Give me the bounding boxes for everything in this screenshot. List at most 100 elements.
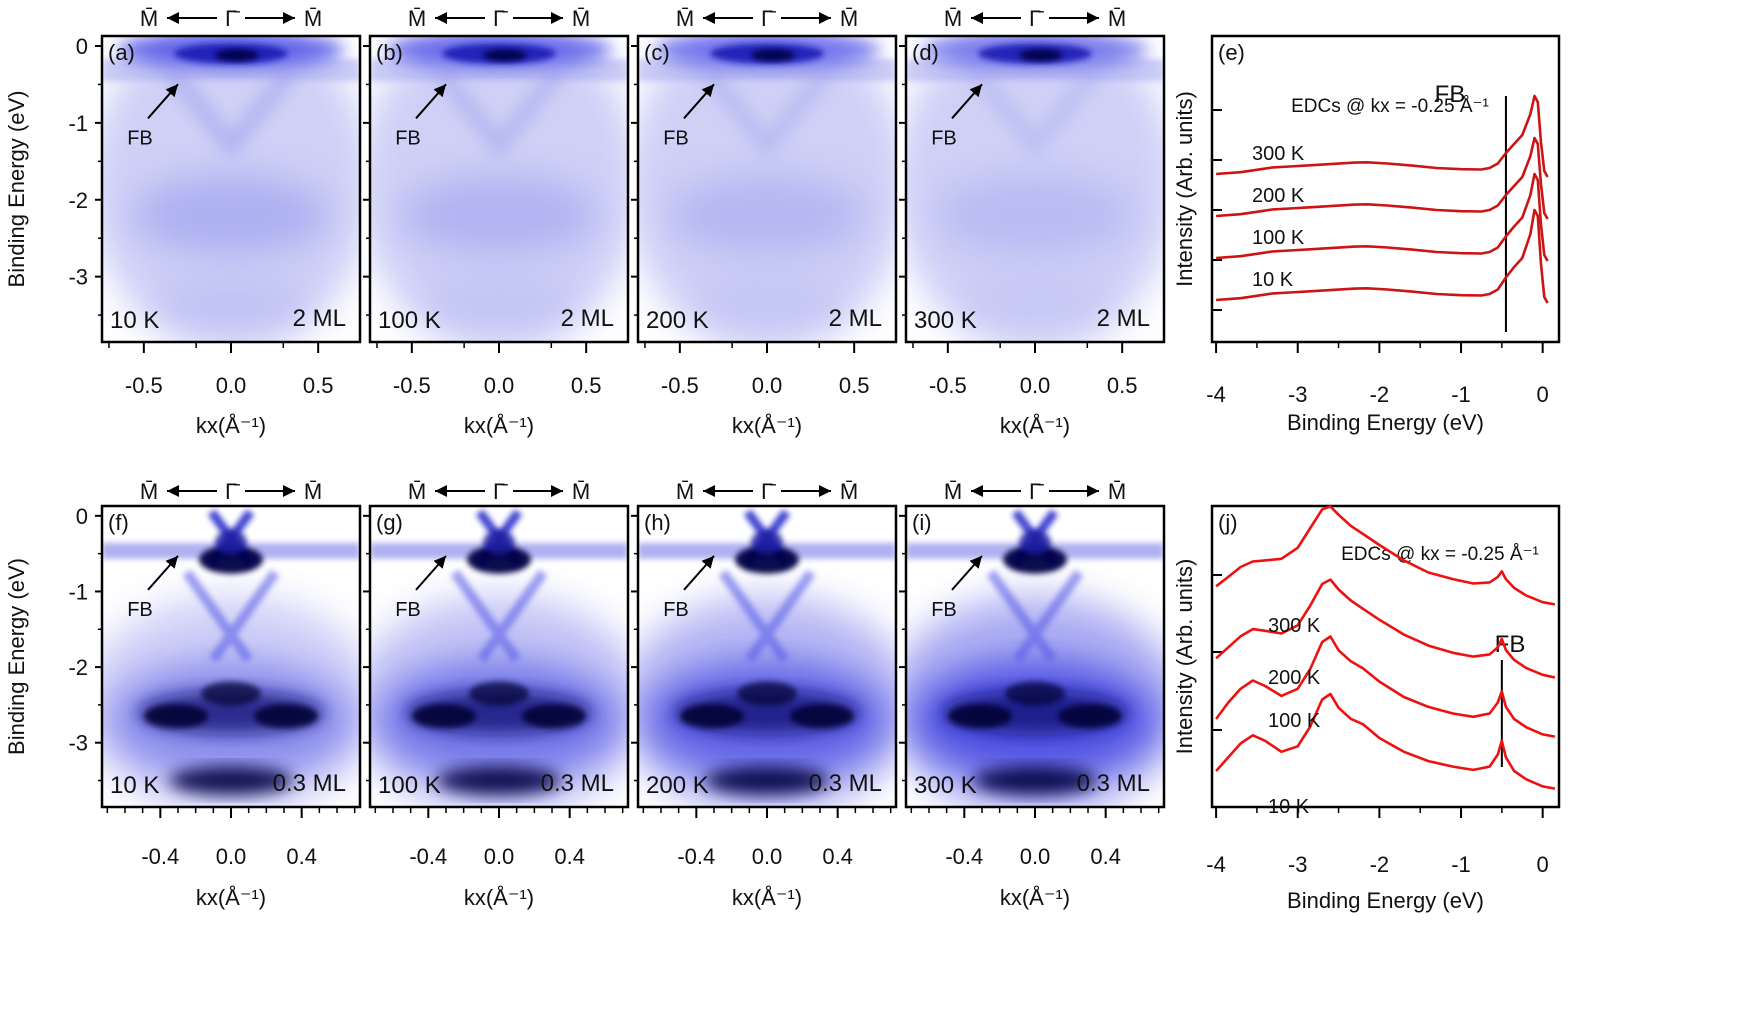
x-tick-label: -1 [1451, 382, 1471, 407]
x-tick-label: -0.4 [409, 844, 447, 869]
series-label: 300 K [1268, 615, 1321, 637]
path-label-left: M̄ [676, 479, 694, 504]
panel-label: (b) [376, 40, 403, 65]
x-axis-label: kx(Å⁻¹) [732, 413, 802, 438]
arpes-intensity-map [370, 36, 628, 342]
x-tick-label: 0 [1537, 382, 1549, 407]
path-label-left: M̄ [140, 6, 158, 31]
temperature-label: 100 K [378, 772, 441, 799]
panel-label: (a) [108, 40, 135, 65]
temperature-label: 300 K [914, 307, 977, 334]
edc-title: EDCs @ kx = -0.25 Å⁻¹ [1291, 96, 1489, 117]
x-axis-label: kx(Å⁻¹) [464, 413, 534, 438]
path-label-left: M̄ [944, 479, 962, 504]
y-axis-label: Binding Energy (eV) [4, 558, 29, 755]
x-tick-label: -0.4 [677, 844, 715, 869]
x-tick-label: -0.5 [661, 373, 699, 398]
x-tick-label: -0.5 [929, 373, 967, 398]
high-symmetry-path: M̄ Γ̄ M̄ [944, 6, 1126, 31]
fb-arrow [683, 555, 715, 591]
y-axis-label: Intensity (Arb. units) [1172, 559, 1197, 755]
path-label-right: M̄ [840, 479, 858, 504]
arpes-row-top: Binding Energy (eV) 0 -1 -2 -3 -0.5 0.0 0.5 kx(Å… [4, 6, 1166, 438]
x-tick-label: 0.5 [303, 373, 334, 398]
y-tick-label: -3 [68, 731, 88, 756]
x-tick-label: -0.4 [945, 844, 983, 869]
path-label-right: M̄ [1108, 6, 1126, 31]
x-axis-label: kx(Å⁻¹) [464, 885, 534, 910]
panel-label: (c) [644, 40, 670, 65]
x-tick-label: 0.0 [484, 373, 515, 398]
x-tick-label: 0.4 [286, 844, 317, 869]
x-tick-label: -3 [1288, 852, 1308, 877]
y-axis-label: Intensity (Arb. units) [1172, 91, 1197, 287]
edc-curve-10k [1215, 692, 1556, 790]
x-tick-label: 0.0 [216, 373, 247, 398]
x-tick-label: 0.0 [216, 844, 247, 869]
high-symmetry-path: M̄ Γ̄ M̄ [408, 479, 590, 504]
fb-arrow [147, 83, 179, 119]
fb-arrow [415, 83, 447, 119]
x-axis-label: kx(Å⁻¹) [196, 885, 266, 910]
series-label: 100 K [1268, 710, 1321, 732]
arpes-panel-f: 0 -1 -2 -3 -0.4 0.0 0.4 kx(Å⁻¹) M̄ Γ̄ M̄ (f) 10 K 0.3… [68, 479, 362, 910]
x-tick-label: 0 [1537, 852, 1549, 877]
edc-curve-200k [1216, 136, 1549, 220]
fb-arrow [683, 83, 715, 119]
edc-curve-100k [1215, 635, 1556, 738]
path-label-right: M̄ [840, 6, 858, 31]
edc-curve-300k [1216, 94, 1549, 178]
x-axis-label: Binding Energy (eV) [1287, 888, 1484, 913]
fb-label: FB [395, 599, 421, 621]
coverage-label: 0.3 ML [541, 770, 614, 797]
coverage-label: 2 ML [561, 305, 614, 332]
panel-label: (j) [1218, 510, 1238, 535]
high-symmetry-path: M̄ Γ̄ M̄ [140, 479, 322, 504]
x-tick-label: -2 [1370, 382, 1390, 407]
fb-annotation: FB [1435, 81, 1466, 108]
edc-title: EDCs @ kx = -0.25 Å⁻¹ [1341, 544, 1539, 565]
fb-label: FB [127, 599, 153, 621]
x-tick-label: 0.5 [839, 373, 870, 398]
path-label-left: M̄ [408, 6, 426, 31]
path-label-center: Γ̄ [761, 479, 776, 504]
edc-panels: -4 -3 -2 -1 0 Binding Energy (eV) Intensity (A… [1172, 34, 1561, 913]
fb-label: FB [127, 127, 153, 149]
arpes-intensity-map [638, 506, 896, 807]
path-label-center: Γ̄ [493, 479, 508, 504]
temperature-label: 100 K [378, 307, 441, 334]
arpes-panels: Binding Energy (eV) 0 -1 -2 -3 -0.5 0.0 0.5 kx(Å… [4, 6, 1166, 910]
panel-label: (i) [912, 510, 932, 535]
high-symmetry-path: M̄ Γ̄ M̄ [676, 6, 858, 31]
panel-frame [1210, 34, 1561, 344]
arpes-row-bottom: Binding Energy (eV) 0 -1 -2 -3 -0.4 0.0 0.4 kx(Å… [4, 479, 1166, 910]
coverage-label: 0.3 ML [273, 770, 346, 797]
path-label-left: M̄ [408, 479, 426, 504]
path-label-right: M̄ [572, 6, 590, 31]
x-tick-label: 0.0 [1020, 844, 1051, 869]
x-tick-label: 0.0 [752, 844, 783, 869]
temperature-label: 200 K [646, 307, 709, 334]
panel-label: (f) [108, 510, 129, 535]
coverage-label: 2 ML [1097, 305, 1150, 332]
x-axis-label: kx(Å⁻¹) [1000, 413, 1070, 438]
y-tick-label: -2 [68, 655, 88, 680]
panel-label: (e) [1218, 40, 1245, 65]
y-tick-label: 0 [76, 504, 88, 529]
x-axis-label: Binding Energy (eV) [1287, 410, 1484, 435]
x-axis-label: kx(Å⁻¹) [1000, 885, 1070, 910]
series-label: 10 K [1268, 796, 1310, 818]
x-tick-label: -4 [1206, 852, 1226, 877]
path-label-left: M̄ [944, 6, 962, 31]
path-label-center: Γ̄ [225, 6, 240, 31]
arpes-intensity-map [906, 36, 1164, 342]
x-tick-label: 0.5 [571, 373, 602, 398]
path-label-center: Γ̄ [761, 6, 776, 31]
x-tick-label: 0.4 [822, 844, 853, 869]
x-tick-label: -0.5 [125, 373, 163, 398]
